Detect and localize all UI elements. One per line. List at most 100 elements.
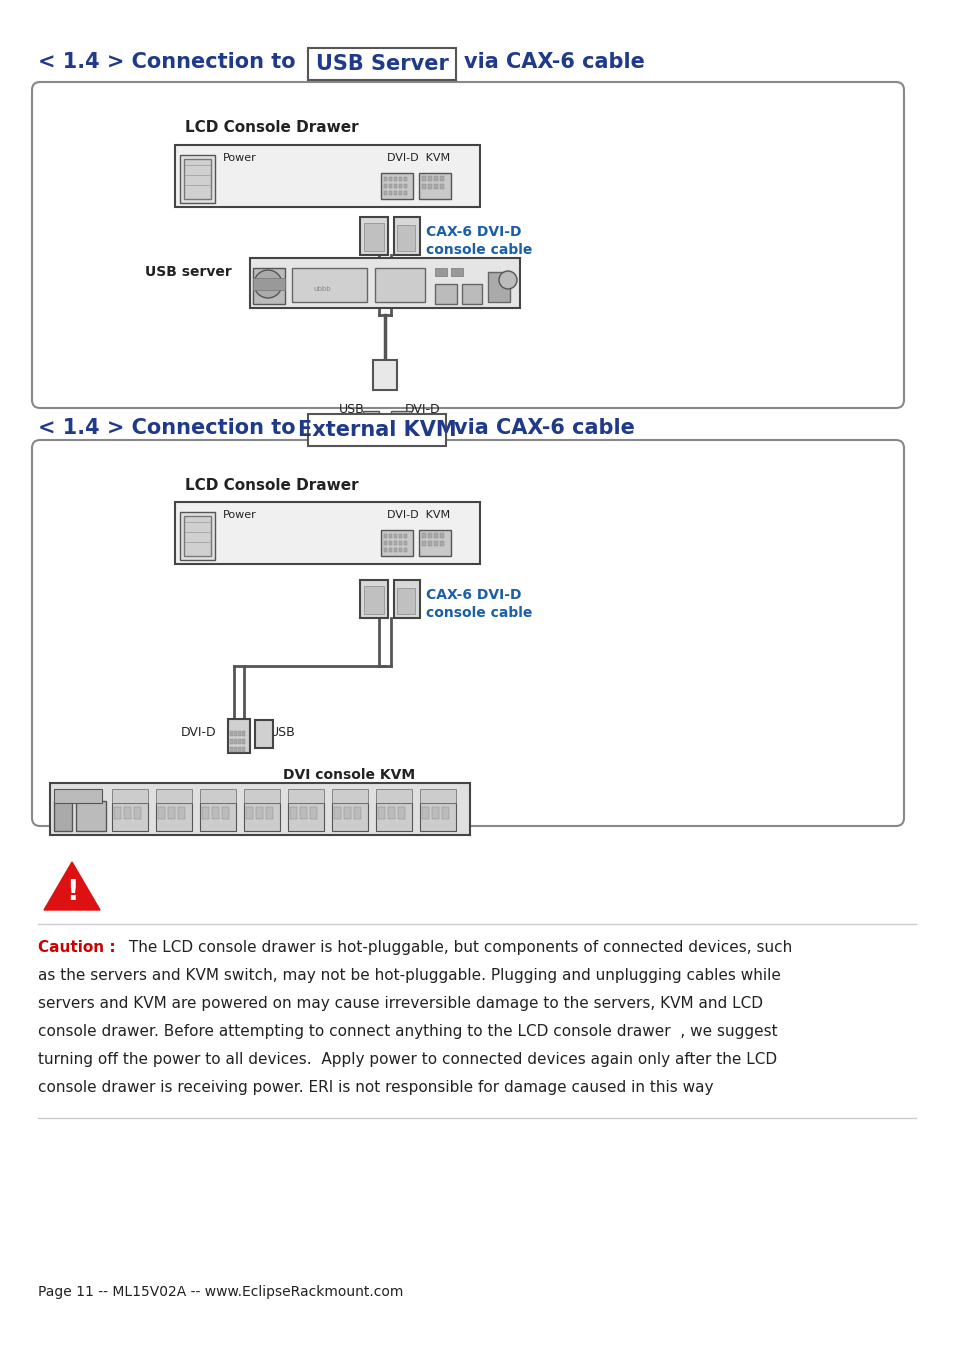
Text: Caution :: Caution : [38, 940, 115, 954]
Bar [363, 410, 378, 433]
Polygon shape [44, 863, 100, 910]
Bar [133, 807, 141, 819]
Bar [403, 535, 407, 539]
Bar [308, 49, 456, 80]
Text: < 1.4 > Connection to: < 1.4 > Connection to [38, 53, 295, 72]
Bar [237, 738, 241, 744]
Bar [158, 807, 165, 819]
Text: Power: Power [223, 510, 256, 520]
Bar [434, 533, 437, 539]
Text: The LCD console drawer is hot-pluggable, but components of connected devices, su: The LCD console drawer is hot-pluggable,… [124, 940, 791, 954]
Bar [398, 541, 401, 545]
Bar [403, 184, 407, 188]
Bar [380, 531, 413, 556]
Bar [202, 807, 209, 819]
Bar [200, 803, 235, 832]
Bar [439, 176, 443, 181]
Bar [290, 807, 296, 819]
Bar [253, 269, 285, 304]
Bar [388, 807, 395, 819]
Bar [461, 284, 481, 304]
Circle shape [498, 271, 517, 289]
Bar [394, 548, 396, 552]
Bar [394, 541, 396, 545]
Bar [428, 533, 432, 539]
Bar [212, 807, 219, 819]
Bar [380, 173, 413, 198]
Bar [403, 541, 407, 545]
Bar [242, 730, 245, 736]
Bar [398, 184, 401, 188]
Text: USB Server: USB Server [315, 54, 448, 74]
Circle shape [253, 270, 282, 298]
Bar [384, 184, 387, 188]
Bar [435, 269, 447, 275]
Bar [156, 803, 192, 832]
Bar [359, 580, 388, 618]
Bar [434, 176, 437, 181]
FancyBboxPatch shape [32, 440, 903, 826]
Bar [451, 269, 462, 275]
Text: ubbb: ubbb [313, 286, 331, 292]
Text: USB: USB [339, 404, 365, 416]
Bar [266, 807, 273, 819]
Bar [174, 502, 479, 564]
Bar [310, 807, 316, 819]
Bar [308, 414, 446, 446]
Bar [255, 807, 263, 819]
Bar [375, 269, 424, 302]
Text: console drawer is receiving power. ERI is not responsible for damage caused in t: console drawer is receiving power. ERI i… [38, 1080, 713, 1095]
Bar [391, 410, 411, 433]
Text: !: ! [66, 878, 78, 906]
Bar [112, 803, 148, 832]
Text: turning off the power to all devices.  Apply power to connected devices again on: turning off the power to all devices. Ap… [38, 1052, 777, 1066]
Bar [421, 184, 426, 189]
Bar [354, 807, 360, 819]
Bar [230, 730, 233, 736]
Bar [419, 788, 456, 803]
Bar [384, 535, 387, 539]
Bar [418, 173, 451, 198]
Bar [112, 788, 148, 803]
Bar [228, 720, 250, 753]
Bar [384, 548, 387, 552]
Bar [237, 747, 241, 752]
Bar [174, 144, 479, 207]
Bar [233, 738, 236, 744]
Bar [421, 533, 426, 539]
Bar [54, 788, 102, 803]
Bar [394, 535, 396, 539]
Bar [184, 159, 211, 198]
Bar [396, 589, 415, 614]
Text: CAX-6 DVI-D: CAX-6 DVI-D [426, 589, 521, 602]
Bar [178, 807, 185, 819]
Bar [394, 580, 419, 618]
Bar [488, 271, 510, 302]
Bar [398, 535, 401, 539]
Bar [398, 177, 401, 181]
Bar [242, 738, 245, 744]
Text: DVI-D: DVI-D [180, 726, 215, 738]
Text: LCD Console Drawer: LCD Console Drawer [185, 478, 358, 493]
Bar [359, 217, 388, 255]
Bar [432, 807, 438, 819]
Text: DVI console KVM: DVI console KVM [283, 768, 415, 782]
Bar [244, 788, 280, 803]
Text: USB server: USB server [145, 265, 232, 279]
Bar [389, 548, 392, 552]
Bar [394, 217, 419, 255]
Bar [375, 803, 412, 832]
Bar [398, 190, 401, 194]
Bar [394, 190, 396, 194]
Bar [384, 190, 387, 194]
Bar [396, 225, 415, 251]
Bar [180, 512, 214, 560]
Bar [222, 807, 229, 819]
Bar [418, 531, 451, 556]
Bar [384, 541, 387, 545]
Bar [428, 184, 432, 189]
Bar [168, 807, 174, 819]
Bar [377, 807, 385, 819]
Text: via CAX-6 cable: via CAX-6 cable [463, 53, 644, 72]
Bar [76, 801, 106, 832]
